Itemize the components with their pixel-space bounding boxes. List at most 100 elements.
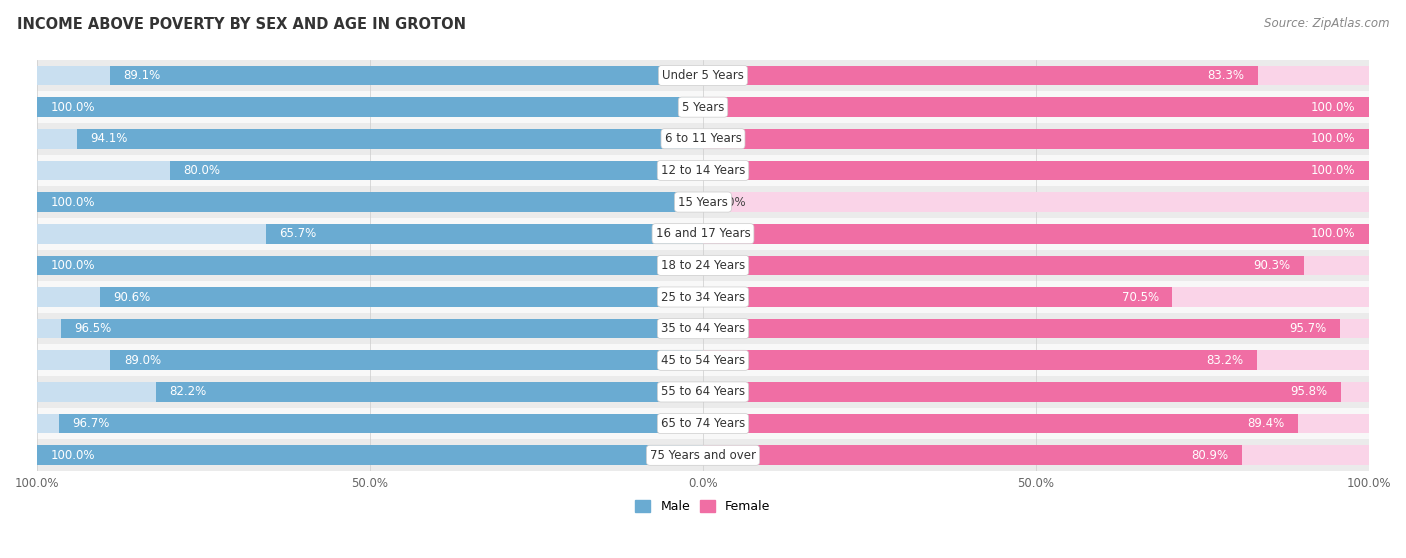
Bar <box>703 414 1369 434</box>
Bar <box>37 281 1369 313</box>
Text: 18 to 24 Years: 18 to 24 Years <box>661 259 745 272</box>
Text: 100.0%: 100.0% <box>51 100 96 114</box>
Text: 35 to 44 Years: 35 to 44 Years <box>661 322 745 335</box>
Text: 65 to 74 Years: 65 to 74 Years <box>661 417 745 430</box>
Bar <box>37 249 1369 281</box>
Text: 100.0%: 100.0% <box>1310 100 1355 114</box>
Text: Source: ZipAtlas.com: Source: ZipAtlas.com <box>1264 17 1389 30</box>
Bar <box>703 256 1305 275</box>
Text: 90.6%: 90.6% <box>112 291 150 304</box>
Text: 96.7%: 96.7% <box>73 417 110 430</box>
Text: 25 to 34 Years: 25 to 34 Years <box>661 291 745 304</box>
Text: 80.9%: 80.9% <box>1191 449 1229 462</box>
Text: 65.7%: 65.7% <box>278 227 316 240</box>
Bar <box>37 186 1369 218</box>
Text: 89.1%: 89.1% <box>124 69 160 82</box>
Bar <box>37 224 703 243</box>
Text: Under 5 Years: Under 5 Years <box>662 69 744 82</box>
Bar <box>703 129 1369 148</box>
Bar <box>37 66 703 85</box>
Bar <box>703 224 1369 243</box>
Text: 95.7%: 95.7% <box>1289 322 1327 335</box>
Bar <box>703 287 1369 307</box>
Bar <box>703 382 1341 402</box>
Bar <box>100 287 703 307</box>
Bar <box>703 445 1241 465</box>
Text: 5 Years: 5 Years <box>682 100 724 114</box>
Bar <box>703 319 1340 339</box>
Bar <box>703 350 1369 370</box>
Bar <box>37 313 1369 344</box>
Bar <box>37 155 1369 186</box>
Bar <box>37 408 1369 440</box>
Bar <box>37 60 1369 92</box>
Bar <box>170 161 703 180</box>
Bar <box>37 414 703 434</box>
Bar <box>37 123 1369 155</box>
Bar <box>703 193 1369 212</box>
Text: 89.4%: 89.4% <box>1247 417 1285 430</box>
Bar <box>37 319 703 339</box>
Text: INCOME ABOVE POVERTY BY SEX AND AGE IN GROTON: INCOME ABOVE POVERTY BY SEX AND AGE IN G… <box>17 17 465 32</box>
Bar <box>703 445 1369 465</box>
Text: 100.0%: 100.0% <box>51 449 96 462</box>
Text: 80.0%: 80.0% <box>184 164 221 177</box>
Bar <box>37 256 703 275</box>
Bar <box>703 287 1173 307</box>
Bar <box>111 350 703 370</box>
Text: 100.0%: 100.0% <box>51 259 96 272</box>
Bar <box>703 350 1257 370</box>
Bar <box>703 161 1369 180</box>
Bar <box>37 382 703 402</box>
Bar <box>37 256 703 275</box>
Bar <box>76 129 703 148</box>
Bar <box>266 224 703 243</box>
Bar <box>37 376 1369 408</box>
Bar <box>37 445 703 465</box>
Text: 6 to 11 Years: 6 to 11 Years <box>665 132 741 145</box>
Text: 55 to 64 Years: 55 to 64 Years <box>661 386 745 398</box>
Text: 89.0%: 89.0% <box>124 354 160 367</box>
Legend: Male, Female: Male, Female <box>630 496 776 518</box>
Text: 45 to 54 Years: 45 to 54 Years <box>661 354 745 367</box>
Bar <box>703 256 1369 275</box>
Text: 94.1%: 94.1% <box>90 132 127 145</box>
Text: 70.5%: 70.5% <box>1122 291 1159 304</box>
Bar <box>37 97 703 117</box>
Bar <box>37 193 703 212</box>
Bar <box>703 414 1298 434</box>
Text: 82.2%: 82.2% <box>169 386 207 398</box>
Bar <box>60 319 703 339</box>
Text: 83.2%: 83.2% <box>1206 354 1243 367</box>
Bar <box>703 97 1369 117</box>
Text: 12 to 14 Years: 12 to 14 Years <box>661 164 745 177</box>
Text: 95.8%: 95.8% <box>1291 386 1327 398</box>
Text: 16 and 17 Years: 16 and 17 Years <box>655 227 751 240</box>
Bar <box>37 350 703 370</box>
Text: 96.5%: 96.5% <box>75 322 111 335</box>
Bar <box>37 92 1369 123</box>
Text: 0.0%: 0.0% <box>716 195 747 209</box>
Bar <box>703 161 1369 180</box>
Bar <box>703 319 1369 339</box>
Text: 100.0%: 100.0% <box>51 195 96 209</box>
Bar <box>110 66 703 85</box>
Bar <box>37 193 703 212</box>
Text: 75 Years and over: 75 Years and over <box>650 449 756 462</box>
Bar <box>703 97 1369 117</box>
Bar <box>37 218 1369 249</box>
Text: 83.3%: 83.3% <box>1208 69 1244 82</box>
Text: 100.0%: 100.0% <box>1310 164 1355 177</box>
Bar <box>37 161 703 180</box>
Bar <box>703 129 1369 148</box>
Text: 90.3%: 90.3% <box>1254 259 1291 272</box>
Bar <box>703 382 1369 402</box>
Text: 100.0%: 100.0% <box>1310 132 1355 145</box>
Bar <box>37 344 1369 376</box>
Text: 100.0%: 100.0% <box>1310 227 1355 240</box>
Text: 15 Years: 15 Years <box>678 195 728 209</box>
Bar <box>37 440 1369 471</box>
Bar <box>37 97 703 117</box>
Bar <box>37 129 703 148</box>
Bar <box>37 287 703 307</box>
